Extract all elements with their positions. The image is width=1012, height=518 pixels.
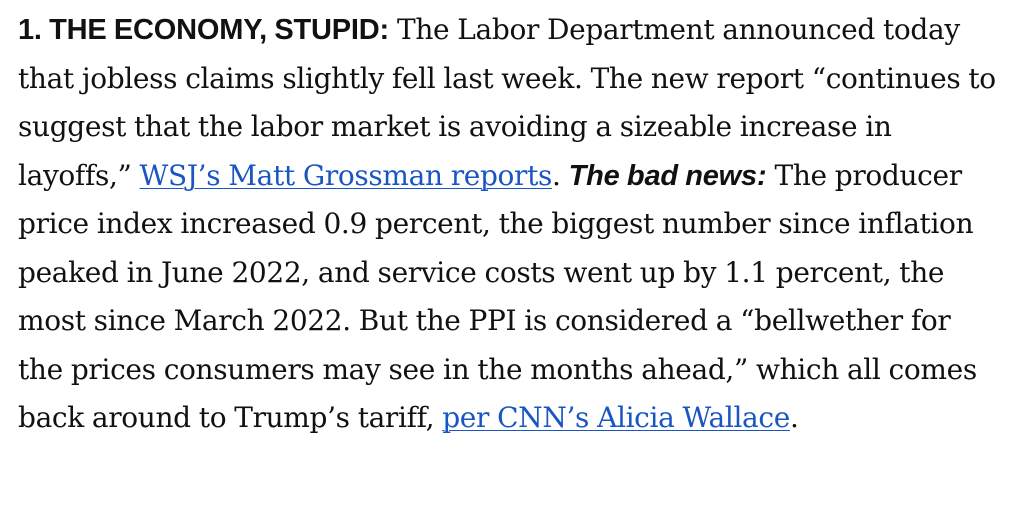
body-text-period: . [552, 158, 569, 192]
body-text-ppi: The producer price index increased 0.9 p… [18, 158, 977, 435]
section-heading: 1. THE ECONOMY, STUPID: [18, 14, 389, 46]
cnn-article-link[interactable]: per CNN’s Alicia Wallace [442, 401, 790, 434]
body-text-end: . [789, 401, 799, 434]
wsj-article-link[interactable]: WSJ’s Matt Grossman reports [139, 158, 553, 192]
bad-news-label: The bad news: [568, 159, 767, 192]
article-paragraph: 1. THE ECONOMY, STUPID: The Labor Depart… [18, 6, 1003, 443]
body-text-intro: The Labor Department announced today tha… [18, 13, 996, 192]
